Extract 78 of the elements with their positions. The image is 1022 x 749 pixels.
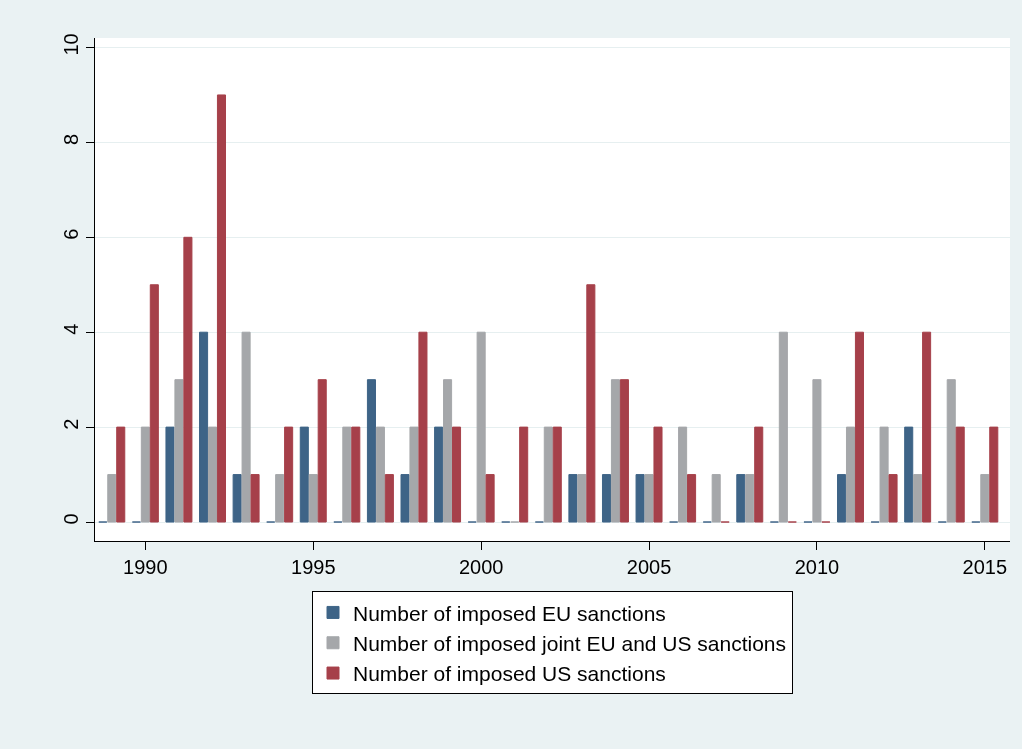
bar xyxy=(913,474,923,523)
bar xyxy=(308,474,318,523)
bar xyxy=(754,426,764,523)
bar xyxy=(400,474,410,523)
bar xyxy=(174,379,184,523)
bar xyxy=(351,426,361,523)
bar xyxy=(116,426,126,523)
bar xyxy=(687,474,697,523)
bar xyxy=(284,426,294,523)
bar xyxy=(165,426,175,523)
bar xyxy=(519,426,529,523)
bar xyxy=(140,426,150,523)
bar xyxy=(837,474,847,523)
legend-label: Number of imposed joint EU and US sanctions xyxy=(353,631,787,655)
bar xyxy=(812,379,822,523)
bar xyxy=(476,331,486,523)
bar xyxy=(989,426,999,523)
bar xyxy=(745,474,755,523)
bar xyxy=(375,426,385,523)
bar xyxy=(199,331,209,523)
bar xyxy=(946,379,956,523)
y-tick-label: 2 xyxy=(60,418,82,430)
legend-label: Number of imposed US sanctions xyxy=(353,662,666,686)
bar xyxy=(543,426,553,523)
bar xyxy=(317,379,327,523)
bar xyxy=(409,426,419,523)
x-tick-label: 2005 xyxy=(626,556,672,578)
x-tick-label: 1990 xyxy=(123,556,168,578)
bar xyxy=(888,474,898,523)
x-tick-label: 2015 xyxy=(962,556,1008,578)
bar xyxy=(241,331,251,523)
bar xyxy=(619,379,629,523)
bar xyxy=(366,379,376,523)
bar xyxy=(904,426,914,523)
x-tick-label: 2000 xyxy=(458,556,504,578)
bar xyxy=(183,236,193,523)
bar xyxy=(845,426,856,523)
bar xyxy=(232,474,242,523)
bar xyxy=(207,426,218,523)
bar xyxy=(418,331,428,523)
bar xyxy=(610,379,620,523)
bar xyxy=(879,426,889,523)
bar xyxy=(443,379,453,523)
legend-label: Number of imposed EU sanctions xyxy=(353,601,666,625)
bar xyxy=(216,94,227,523)
bar xyxy=(635,474,645,523)
y-tick-label: 4 xyxy=(60,323,82,335)
bar xyxy=(107,474,117,523)
bar xyxy=(854,331,864,523)
bar xyxy=(434,426,444,523)
bar xyxy=(451,426,462,523)
bar xyxy=(601,474,612,523)
y-tick-label: 10 xyxy=(60,33,82,56)
bar xyxy=(577,474,587,523)
bar xyxy=(275,474,285,523)
bar xyxy=(711,474,721,523)
bar xyxy=(653,426,663,523)
bar xyxy=(342,426,352,523)
y-tick-label: 6 xyxy=(60,228,82,240)
bar xyxy=(922,331,932,523)
y-tick-label: 0 xyxy=(60,513,82,525)
bar xyxy=(980,474,990,523)
bar xyxy=(644,474,654,523)
bar xyxy=(485,474,495,523)
bar xyxy=(955,426,965,523)
bar xyxy=(149,284,159,523)
y-tick-label: 8 xyxy=(60,133,82,145)
bar xyxy=(568,474,578,523)
bar xyxy=(384,474,394,523)
bar xyxy=(736,474,746,523)
bar xyxy=(552,426,562,523)
x-tick-label: 1995 xyxy=(291,556,336,578)
x-tick-label: 2010 xyxy=(794,556,840,578)
bar xyxy=(586,284,596,523)
bar xyxy=(250,474,260,523)
bar xyxy=(678,426,688,523)
bar xyxy=(778,331,788,523)
bar xyxy=(299,426,309,523)
